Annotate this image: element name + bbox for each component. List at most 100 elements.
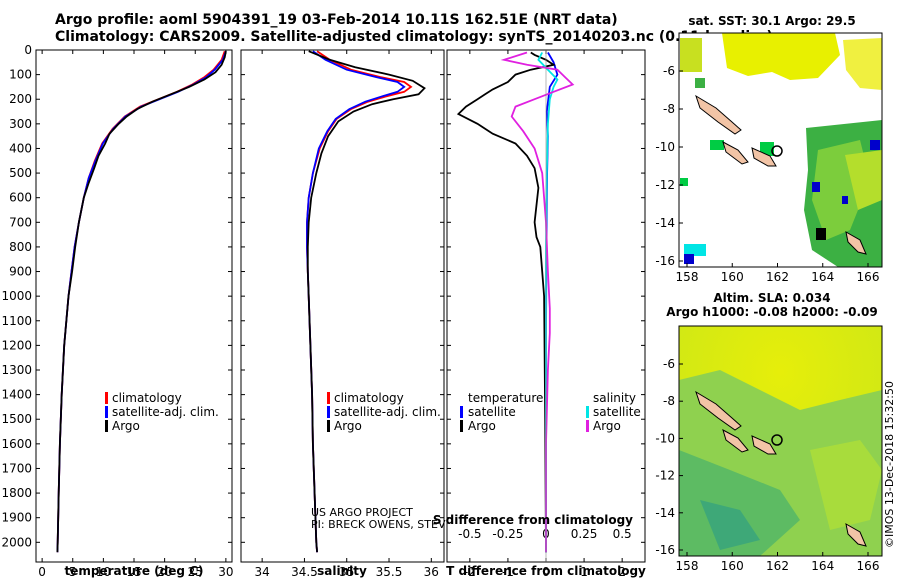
legend-s-satellite: satellite — [593, 405, 641, 419]
x-tick-label: 34.5 — [291, 565, 318, 579]
sla-map-title-2: Argo h1000: -0.08 h2000: -0.09 — [666, 305, 877, 319]
legend-satellite-swatch — [327, 406, 330, 418]
legend-salinity-head: salinity — [593, 391, 636, 405]
map-x-tick-label: 166 — [857, 559, 880, 573]
sst-blue-pixel — [812, 182, 820, 192]
legend-climatology: climatology — [334, 391, 404, 405]
legend-climatology-swatch — [105, 392, 108, 404]
map-y-tick-label: -6 — [663, 357, 675, 371]
salinity-y-ticks — [241, 49, 444, 543]
x-tick-label: 0 — [542, 565, 550, 579]
map-y-tick-label: -16 — [655, 543, 675, 557]
sst-patch-west — [680, 38, 702, 72]
difference-xlabel-2: S difference from climatology — [433, 513, 633, 527]
x-tick-label: 1 — [580, 565, 588, 579]
x-tick-label: 35.5 — [376, 565, 403, 579]
legend-t-argo-swatch — [460, 420, 463, 432]
y-tick-label: 900 — [9, 265, 32, 279]
legend-t-sat-swatch — [460, 406, 463, 418]
sst-cyan-pixel — [684, 244, 706, 256]
map-y-tick-label: -14 — [655, 506, 675, 520]
legend-s-argo: Argo — [593, 419, 621, 433]
sst-blue-pixel — [684, 254, 694, 264]
y-tick-label: 1100 — [1, 314, 32, 328]
series-line-argo — [306, 50, 426, 553]
legend-argo-swatch — [327, 420, 330, 432]
map-y-tick-label: -8 — [663, 394, 675, 408]
y-tick-label: 200 — [9, 92, 32, 106]
sst-map-ticks: 158 160 162 164 166 -6 -8 -10 -12 -14 -16 — [655, 64, 879, 284]
legend-argo: Argo — [112, 419, 140, 433]
legend-t-satellite: satellite — [468, 405, 516, 419]
x2-tick-label: -0.25 — [492, 527, 523, 541]
island-shape — [845, 523, 867, 547]
sst-pixel — [695, 78, 705, 88]
legend-satellite: satellite-adj. clim. — [112, 405, 219, 419]
credit-line-1: US ARGO PROJECT — [311, 506, 413, 519]
map-x-tick-label: 160 — [721, 559, 744, 573]
difference-y-ticks — [447, 49, 645, 543]
legend-temperature-head: temperature — [468, 391, 543, 405]
x-tick-label: 20 — [157, 565, 172, 579]
sst-map-title: sat. SST: 30.1 Argo: 29.5 — [688, 14, 855, 28]
x2-tick-label: 0.25 — [571, 527, 598, 541]
salinity-xlabel: salinity — [317, 564, 367, 578]
x-tick-label: 15 — [126, 565, 141, 579]
map-x-tick-label: 158 — [676, 559, 699, 573]
sst-blue-pixel — [842, 196, 848, 204]
x-tick-label: 34 — [255, 565, 270, 579]
x-tick-label: -1 — [502, 565, 514, 579]
sla-green-field-dark — [679, 450, 800, 556]
temperature-axes-frame — [35, 49, 233, 563]
legend-s-argo-swatch — [586, 420, 589, 432]
x-tick-label: 0 — [38, 565, 46, 579]
y-tick-label: 1300 — [1, 363, 32, 377]
map-x-tick-label: 164 — [811, 270, 834, 284]
y-tick-label: 500 — [9, 166, 32, 180]
x2-tick-label: 0.5 — [613, 527, 632, 541]
y-tick-label: 100 — [9, 68, 32, 82]
x-tick-label: -2 — [464, 565, 476, 579]
sla-teal-patch — [700, 500, 760, 550]
sst-black-pixel — [816, 228, 826, 240]
island-shape — [722, 428, 749, 453]
depth-axis: 0 100 200 300 400 500 600 700 800 900 1000 1100 1200… — [1, 43, 232, 549]
sla-map-frame — [678, 325, 883, 557]
difference-panel: -2 -1 0 1 2-0.5 -0.25 0 0.25 0.5 T difference fr… — [433, 49, 646, 579]
map-x-tick-label: 164 — [811, 559, 834, 573]
island-shape — [695, 390, 742, 431]
y-tick-label: 300 — [9, 117, 32, 131]
island-shape — [722, 140, 749, 165]
sla-map: Altim. SLA: 0.034 Argo h1000: -0.08 h200… — [655, 291, 883, 573]
sst-yellow-patch — [722, 33, 840, 80]
salinity-legend: climatology satellite-adj. clim. Argo — [327, 391, 441, 433]
series-line-s-argo — [500, 51, 575, 553]
sla-map-title-1: Altim. SLA: 0.034 — [713, 291, 830, 305]
temperature-panel: 0100200300400500600700800900100011001200… — [1, 43, 233, 579]
map-y-tick-label: -6 — [663, 64, 675, 78]
y-tick-label: 1900 — [1, 511, 32, 525]
sst-pixel — [710, 140, 724, 150]
temperature-legend: climatology satellite-adj. clim. Argo — [105, 391, 219, 433]
imos-stamp: ©IMOS 13-Dec-2018 15:32:50 — [883, 381, 896, 548]
legend-argo: Argo — [334, 419, 362, 433]
sla-map-ticks: 158 160 162 164 166 -6 -8 -10 -12 -14 -16 — [655, 357, 879, 573]
x-tick-label: 5 — [69, 565, 77, 579]
x2-tick-label: -0.5 — [458, 527, 481, 541]
header-line-2: Climatology: CARS2009. Satellite-adjuste… — [55, 29, 773, 45]
map-y-tick-label: -10 — [655, 140, 675, 154]
temperature-lines — [56, 50, 227, 553]
difference-legend: temperature satellite Argo salinity sate… — [460, 391, 641, 433]
map-x-tick-label: 166 — [857, 270, 880, 284]
sla-yellowgreen-patch — [810, 440, 882, 530]
legend-s-sat-swatch — [586, 406, 589, 418]
map-y-tick-label: -8 — [663, 102, 675, 116]
header-line-1: Argo profile: aoml 5904391_19 03-Feb-201… — [55, 12, 618, 28]
y-tick-label: 1400 — [1, 388, 32, 402]
sst-blue-pixel — [870, 140, 880, 150]
sst-pixel — [760, 142, 774, 156]
map-x-tick-label: 160 — [721, 270, 744, 284]
sst-yellowgreen-region — [845, 150, 882, 210]
salinity-panel: 34 34.5 35 35.5 36 salinity climatology sate… — [240, 49, 567, 579]
